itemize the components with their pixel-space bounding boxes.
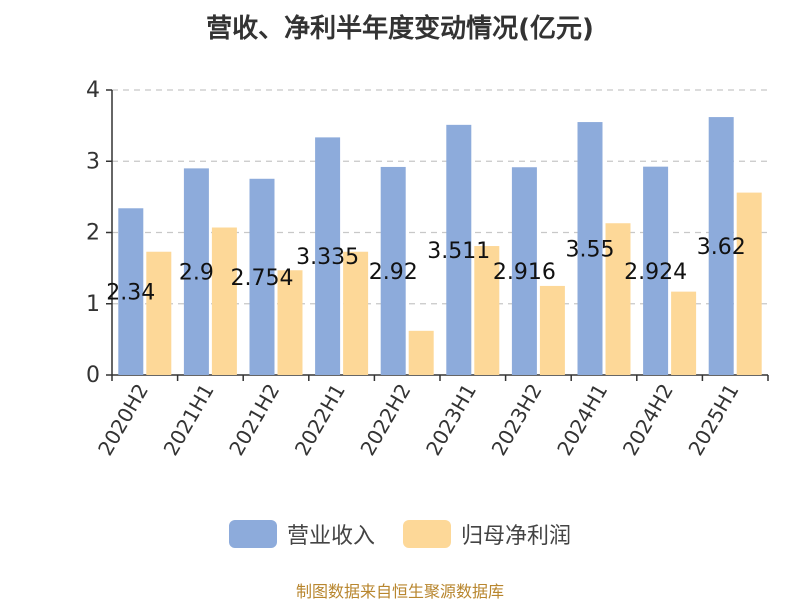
y-tick-label: 0: [86, 363, 100, 388]
data-label-revenue: 2.34: [106, 281, 155, 306]
y-tick-label: 4: [86, 78, 100, 103]
bar-profit: [146, 251, 172, 375]
bar-revenue: [183, 168, 209, 375]
x-tick-label: 2025H1: [683, 380, 743, 460]
bar-profit: [343, 251, 369, 375]
x-tick-label: 2024H2: [618, 380, 678, 460]
bar-revenue: [249, 178, 275, 375]
x-tick-label: 2022H2: [355, 380, 415, 460]
x-tick-label: 2023H1: [421, 380, 481, 460]
data-label-revenue: 2.754: [231, 266, 294, 291]
legend-label-revenue: 营业收入: [286, 524, 375, 549]
data-label-revenue: 2.9: [179, 261, 214, 286]
x-tick-label: 2020H2: [93, 380, 153, 460]
x-tick-label: 2022H1: [290, 380, 350, 460]
bar-profit: [277, 270, 303, 375]
data-label-revenue: 3.62: [697, 235, 746, 260]
x-tick-label: 2021H2: [224, 380, 284, 460]
x-tick-label: 2024H1: [552, 380, 612, 460]
bar-profit: [539, 285, 565, 375]
data-label-revenue: 2.916: [493, 260, 556, 285]
bar-revenue: [118, 208, 144, 375]
bar-profit: [736, 192, 762, 375]
bar-profit: [605, 223, 631, 375]
data-label-revenue: 3.511: [427, 239, 490, 264]
data-label-revenue: 3.55: [566, 238, 615, 263]
bar-revenue: [708, 117, 734, 375]
legend-label-profit: 归母净利润: [461, 524, 572, 549]
bar-profit: [671, 291, 697, 375]
chart-title: 营收、净利半年度变动情况(亿元): [206, 14, 594, 44]
source-note: 制图数据来自恒生聚源数据库: [295, 582, 504, 601]
x-tick-label: 2023H2: [487, 380, 547, 460]
data-label-revenue: 3.335: [296, 245, 359, 270]
bar-profit: [474, 246, 500, 375]
y-tick-label: 2: [86, 221, 100, 246]
bar-profit: [211, 227, 237, 375]
legend-item-revenue[interactable]: 营业收入: [228, 518, 375, 550]
data-label-revenue: 2.92: [369, 260, 418, 285]
bar-revenue: [577, 122, 603, 375]
x-tick-label: 2021H1: [159, 380, 219, 460]
bar-revenue: [380, 166, 406, 375]
bar-profit: [408, 330, 434, 375]
bar-revenue: [511, 167, 537, 375]
legend-item-profit[interactable]: 归母净利润: [403, 518, 571, 550]
y-tick-label: 1: [86, 292, 100, 317]
legend-swatch-profit: [403, 520, 451, 548]
legend-swatch-revenue: [228, 520, 277, 548]
y-tick-label: 3: [86, 149, 100, 174]
legend: 营业收入 归母净利润: [0, 518, 800, 550]
bar-revenue: [446, 124, 472, 375]
data-label-revenue: 2.924: [624, 260, 687, 285]
bar-revenue: [315, 137, 341, 375]
bar-revenue: [643, 166, 669, 375]
